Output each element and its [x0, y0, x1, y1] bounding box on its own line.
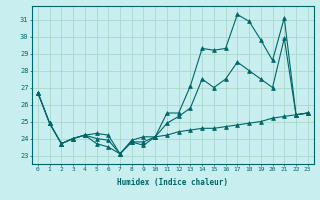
- X-axis label: Humidex (Indice chaleur): Humidex (Indice chaleur): [117, 178, 228, 187]
